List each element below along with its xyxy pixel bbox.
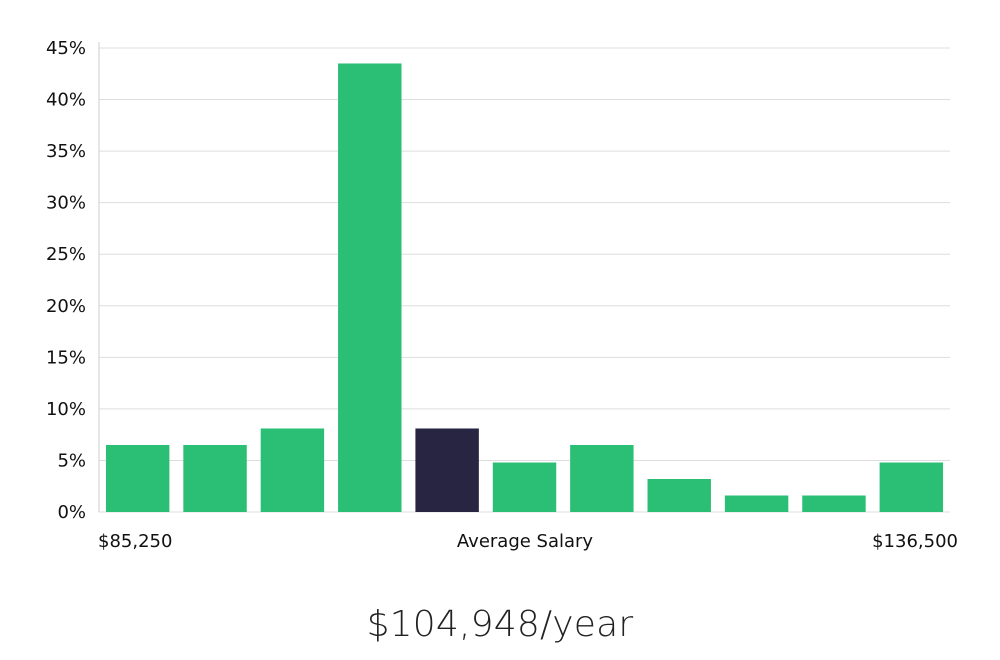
y-tick-label: 0%	[57, 502, 86, 523]
y-tick-label: 5%	[57, 450, 86, 471]
bar	[647, 479, 711, 512]
bars	[105, 63, 944, 512]
bar	[802, 495, 866, 512]
x-max-label: $136,500	[872, 531, 958, 552]
y-axis-ticks: 0% 5% 10% 15% 20% 25% 30% 35% 40% 45%	[46, 38, 86, 523]
bar	[570, 444, 634, 512]
y-tick-label: 10%	[46, 399, 86, 420]
salary-histogram: 0% 5% 10% 15% 20% 25% 30% 35% 40% 45% $85,250 Ave…	[46, 38, 958, 552]
y-tick-label: 35%	[46, 141, 86, 162]
y-tick-label: 25%	[46, 244, 86, 265]
bar	[183, 444, 247, 512]
x-average-label: Average Salary	[457, 531, 594, 552]
y-tick-label: 20%	[46, 296, 86, 317]
bar	[724, 495, 789, 512]
y-tick-label: 40%	[46, 90, 86, 111]
y-tick-label: 30%	[46, 193, 86, 214]
y-tick-label: 45%	[46, 38, 86, 59]
gridlines	[99, 47, 950, 513]
y-tick-label: 15%	[46, 347, 86, 368]
average-salary-value: $104,948/year	[366, 604, 634, 645]
bar	[105, 444, 170, 512]
bar	[260, 428, 325, 512]
x-min-label: $85,250	[98, 531, 172, 552]
bar	[338, 63, 402, 512]
bar	[492, 462, 557, 512]
bar	[879, 462, 944, 512]
average-bar	[415, 428, 479, 512]
